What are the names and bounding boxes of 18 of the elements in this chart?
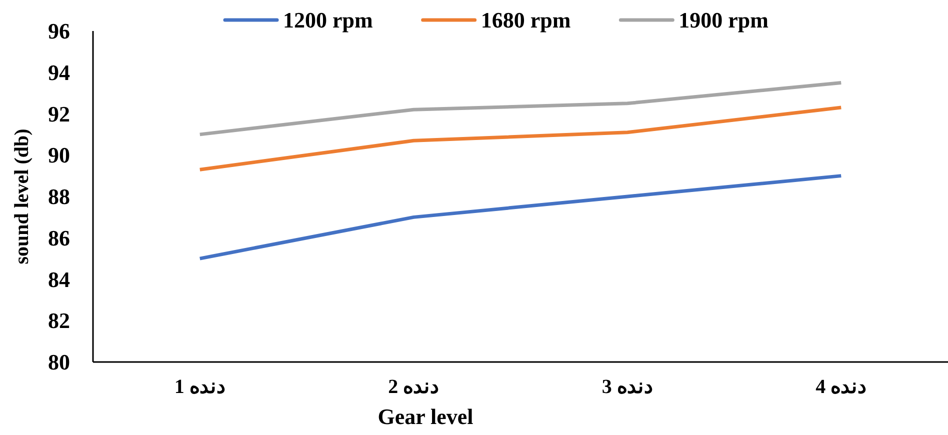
y-tick-label: 88	[48, 184, 70, 209]
y-tick-label: 90	[48, 142, 70, 168]
x-tick-label: دنده 2	[388, 376, 440, 398]
y-tick-label: 84	[48, 266, 70, 292]
x-axis-title: Gear level	[378, 404, 474, 429]
x-tick-label: دنده 1	[174, 376, 226, 398]
y-tick-label: 96	[48, 18, 70, 44]
x-tick-label: دنده 3	[602, 376, 653, 398]
legend-label: 1900 rpm	[678, 8, 768, 32]
legend-label: 1200 rpm	[283, 8, 373, 32]
y-tick-label: 86	[48, 225, 70, 250]
legend-label: 1680 rpm	[480, 8, 571, 32]
y-tick-label: 80	[48, 350, 70, 374]
x-tick-label: دنده 4	[816, 376, 867, 398]
y-axis-title: sound level (db)	[11, 128, 33, 264]
y-tick-label: 82	[48, 308, 70, 334]
y-tick-label: 94	[48, 60, 70, 85]
y-tick-label: 92	[48, 101, 70, 126]
